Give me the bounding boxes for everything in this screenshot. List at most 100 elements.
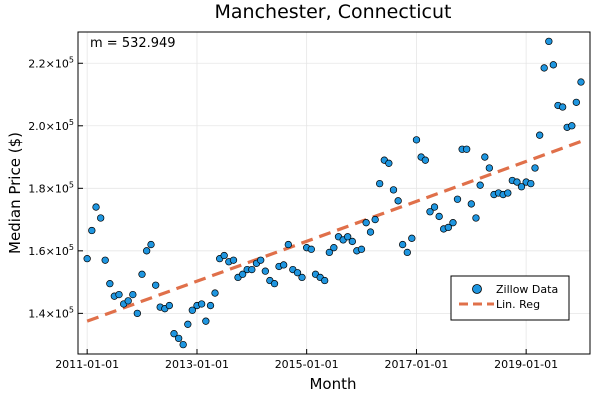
data-point bbox=[97, 214, 105, 222]
data-point bbox=[421, 156, 429, 164]
data-point bbox=[572, 98, 580, 106]
data-point bbox=[92, 203, 100, 211]
data-point bbox=[101, 256, 109, 264]
data-point bbox=[389, 186, 398, 194]
data-point bbox=[270, 280, 279, 288]
scatter-series bbox=[83, 37, 585, 349]
data-point bbox=[472, 214, 480, 222]
data-point bbox=[284, 240, 292, 249]
data-point bbox=[293, 269, 302, 277]
data-point bbox=[152, 281, 160, 289]
legend-label-zillow: Zillow Data bbox=[496, 283, 558, 296]
data-point bbox=[143, 247, 151, 255]
slope-annotation: m = 532.949 bbox=[90, 36, 176, 51]
x-tick-label: 2013-01-01 bbox=[165, 358, 229, 371]
data-point bbox=[366, 228, 375, 236]
data-point bbox=[257, 256, 265, 264]
x-tick-label: 2011-01-01 bbox=[55, 358, 119, 371]
data-point bbox=[188, 306, 196, 314]
data-point bbox=[88, 226, 96, 235]
data-point bbox=[206, 301, 215, 310]
data-point bbox=[403, 248, 411, 257]
data-point bbox=[476, 181, 484, 189]
data-point bbox=[298, 273, 306, 282]
data-point bbox=[179, 340, 187, 349]
data-point bbox=[453, 195, 462, 203]
data-point bbox=[184, 320, 192, 328]
data-point bbox=[220, 251, 228, 260]
data-point bbox=[325, 248, 333, 257]
data-point bbox=[371, 215, 379, 224]
data-point bbox=[531, 164, 539, 172]
y-tick-label: 1.4×105 bbox=[28, 305, 74, 320]
y-tick-label: 1.8×105 bbox=[28, 180, 74, 195]
data-point bbox=[481, 153, 489, 161]
data-point bbox=[280, 261, 288, 269]
data-point bbox=[170, 330, 178, 338]
data-point bbox=[444, 223, 452, 232]
data-point bbox=[559, 103, 567, 111]
data-point bbox=[106, 280, 114, 288]
regression-line bbox=[86, 139, 582, 323]
data-point bbox=[545, 37, 553, 46]
data-point bbox=[513, 178, 521, 186]
x-axis-ticks: 2011-01-01 2013-01-01 2015-01-01 2017-01-01… bbox=[55, 349, 558, 371]
y-tick-label: 2.2×105 bbox=[28, 55, 74, 70]
data-point bbox=[485, 164, 493, 172]
data-point bbox=[211, 289, 219, 297]
x-tick-label: 2019-01-01 bbox=[494, 358, 558, 371]
data-point bbox=[527, 179, 535, 188]
data-point bbox=[115, 290, 123, 299]
data-point bbox=[463, 145, 471, 153]
y-axis-title: Median Price ($) bbox=[6, 132, 24, 254]
data-point bbox=[124, 297, 132, 305]
data-point bbox=[261, 267, 269, 275]
data-point bbox=[540, 64, 548, 72]
data-point bbox=[147, 240, 155, 249]
data-point bbox=[133, 309, 141, 318]
data-point bbox=[376, 179, 384, 188]
data-point bbox=[229, 256, 238, 264]
data-point bbox=[348, 237, 356, 246]
data-point bbox=[577, 78, 585, 86]
data-point bbox=[175, 334, 183, 343]
data-point bbox=[83, 255, 91, 263]
data-point bbox=[467, 200, 475, 208]
data-point bbox=[435, 212, 443, 221]
data-point bbox=[330, 244, 338, 252]
data-point bbox=[449, 219, 457, 227]
data-point bbox=[357, 245, 366, 253]
legend-marker-zillow bbox=[472, 284, 482, 294]
data-point bbox=[165, 301, 173, 310]
data-point bbox=[399, 240, 407, 249]
data-point bbox=[362, 219, 370, 227]
y-tick-label: 2.0×105 bbox=[28, 118, 74, 133]
data-point bbox=[202, 317, 210, 325]
y-axis-ticks: 1.4×105 1.6×105 1.8×105 2.0×105 2.2×105 bbox=[28, 55, 83, 320]
legend: Zillow Data Lin. Reg bbox=[450, 275, 570, 321]
data-point bbox=[321, 276, 329, 285]
data-point bbox=[344, 233, 352, 241]
data-point bbox=[430, 203, 439, 211]
legend-label-linreg: Lin. Reg bbox=[496, 298, 540, 311]
data-point bbox=[239, 270, 247, 278]
data-point bbox=[197, 300, 206, 308]
data-point bbox=[504, 189, 512, 197]
data-point bbox=[394, 197, 402, 205]
regression-series bbox=[86, 139, 582, 323]
data-point bbox=[307, 245, 315, 253]
data-point bbox=[549, 61, 557, 69]
data-point bbox=[408, 234, 416, 242]
data-point bbox=[568, 122, 576, 130]
chart-title: Manchester, Connecticut bbox=[215, 1, 452, 23]
plot-frame bbox=[77, 31, 591, 355]
x-tick-label: 2017-01-01 bbox=[385, 358, 449, 371]
data-point bbox=[385, 159, 393, 167]
data-point bbox=[138, 270, 146, 278]
legend-box bbox=[450, 275, 570, 321]
data-point bbox=[426, 208, 434, 216]
data-point bbox=[248, 265, 256, 274]
data-point bbox=[536, 131, 544, 139]
